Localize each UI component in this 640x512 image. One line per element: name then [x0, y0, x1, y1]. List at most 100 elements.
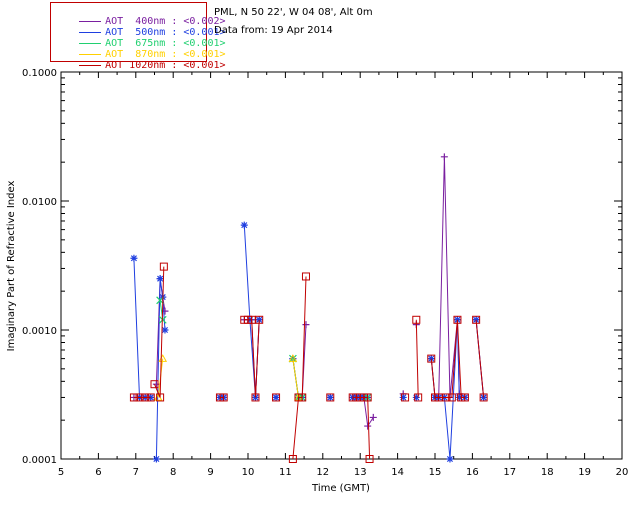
series-aot-1020nm [129, 262, 488, 463]
marker-star-shape [399, 393, 407, 401]
x-tick-label: 10 [242, 467, 255, 478]
legend-item-870nm: AOT 870nm : <0.001> [55, 37, 226, 60]
marker-square-shape [363, 393, 372, 402]
data-point [156, 275, 164, 283]
marker-square-shape [301, 272, 310, 281]
data-point [447, 393, 456, 402]
x-tick-label: 12 [316, 467, 329, 478]
marker-star-shape [412, 393, 420, 401]
y-tick-label: 0.0100 [22, 197, 57, 208]
data-point [401, 393, 410, 402]
data-point [472, 316, 480, 324]
marker-square-shape [298, 393, 307, 402]
data-point [288, 354, 298, 362]
marker-plus-shape [364, 422, 372, 430]
data-point [412, 315, 421, 324]
series-line [133, 258, 151, 398]
marker-plus-shape [152, 380, 160, 388]
legend-swatch-500nm [79, 31, 102, 33]
series-line [292, 276, 307, 460]
series-line [430, 319, 465, 460]
data-point [446, 455, 454, 463]
marker-square-shape [141, 393, 150, 402]
legend-label-1020nm: AOT 1020nm : <0.001> [105, 60, 226, 71]
x-tick-label: 19 [578, 467, 591, 478]
data-point [272, 393, 281, 402]
marker-square-shape [255, 315, 264, 324]
data-point [364, 422, 372, 430]
data-point [135, 393, 144, 402]
data-point [453, 315, 462, 324]
marker-square-shape [288, 455, 297, 463]
marker-square-shape [146, 393, 155, 402]
data-point [326, 393, 334, 401]
data-point [369, 413, 377, 421]
marker-square-shape [251, 393, 260, 402]
legend-label-500nm: AOT 500nm : <0.001> [105, 27, 226, 38]
x-tick-label: 15 [429, 467, 442, 478]
legend-label-400nm: AOT 400nm : <0.002> [105, 16, 226, 27]
data-point [141, 393, 150, 402]
marker-star-shape [130, 254, 138, 262]
marker-square-shape [460, 393, 469, 402]
date-info: Data from: 19 Apr 2014 [214, 25, 333, 36]
data-point [255, 316, 263, 324]
data-point [455, 393, 463, 401]
legend-item-1020nm: AOT 1020nm : <0.001> [55, 48, 226, 71]
data-point [479, 393, 488, 402]
marker-square-shape [479, 393, 488, 402]
legend-swatch-675nm [79, 42, 102, 44]
data-point [365, 455, 374, 463]
y-axis-label: Imaginary Part of Refractive Index [6, 181, 17, 352]
marker-star-shape [455, 393, 463, 401]
marker-square-shape [219, 393, 228, 402]
marker-square-shape [447, 393, 456, 402]
series-line [352, 397, 374, 428]
marker-square-shape [427, 354, 436, 363]
series-aot-500nm [130, 221, 488, 463]
data-point [159, 262, 168, 271]
marker-star-shape [446, 455, 454, 463]
x-tick-label: 20 [616, 467, 629, 478]
x-tick-label: 8 [170, 467, 176, 478]
data-point [442, 393, 451, 402]
marker-star-shape [272, 393, 280, 401]
legend-item-675nm: AOT 675nm : <0.001> [55, 26, 226, 49]
marker-square-shape [442, 393, 451, 402]
marker-plus-shape [302, 321, 310, 329]
data-point [161, 326, 169, 334]
marker-square-shape [129, 393, 138, 402]
data-point [150, 380, 159, 389]
series-line [292, 358, 299, 398]
x-tick-label: 14 [391, 467, 404, 478]
data-point [288, 455, 297, 463]
x-tick-label: 9 [207, 467, 213, 478]
marker-square-shape [412, 315, 421, 324]
marker-square-shape [272, 393, 281, 402]
legend-label-675nm: AOT 675nm : <0.001> [105, 38, 226, 49]
data-point [152, 455, 160, 463]
y-tick-label: 0.0010 [22, 326, 57, 337]
legend-swatch-1020nm [79, 64, 102, 66]
y-tick-label: 0.0001 [22, 455, 57, 466]
data-point [130, 254, 138, 262]
legend-label-870nm: AOT 870nm : <0.001> [105, 49, 226, 60]
x-tick-label: 16 [466, 467, 479, 478]
x-tick-label: 17 [503, 467, 516, 478]
series-line [475, 319, 485, 398]
x-tick-label: 18 [541, 467, 554, 478]
data-point [156, 393, 165, 402]
marker-star-shape [326, 393, 334, 401]
marker-square-shape [156, 393, 165, 402]
data-point [272, 393, 280, 401]
marker-star-shape [161, 326, 169, 334]
data-point [129, 393, 138, 402]
marker-star-shape [240, 221, 248, 229]
marker-square-shape [326, 393, 335, 402]
y-tick-label: 0.1000 [22, 68, 57, 79]
series-line [415, 319, 419, 398]
data-point [146, 393, 155, 402]
data-point [251, 393, 260, 402]
data-point [152, 380, 160, 388]
